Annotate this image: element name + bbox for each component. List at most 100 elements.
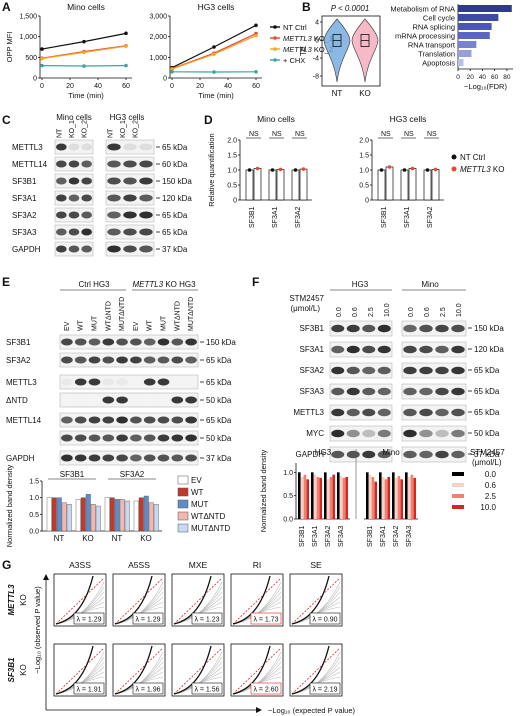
panel-f-legend-unit: (μmol/L) [472,458,502,467]
panel-e-chart-bar [133,500,139,532]
panel-a-data-point [40,56,44,61]
panel-c-protein-label: SF3A3 [12,228,37,237]
panel-a-y-tick-label: 1,500 [19,14,37,21]
panel-f-chart-y-tick-label: 1.0 [283,470,293,477]
panel-c-band [56,228,67,236]
panel-a-chart-title: Mino cells [67,2,105,12]
panel-d-y-label: Relative quantification [207,133,216,206]
panel-c-band [107,245,121,253]
panel-label-a: A [2,0,11,14]
panel-f-band [331,324,345,333]
panel-c-protein-label: METTL3 [12,143,43,152]
panel-f-chart-bar [332,474,335,519]
blot-strip [329,320,393,337]
panel-g-x-arrowhead [256,707,262,713]
panel-e-band [74,454,87,462]
panel-e-band [171,378,184,386]
panel-c-band [56,245,67,253]
panel-g-observed-curve [232,645,271,695]
panel-g-event-label: SE [310,560,322,570]
panel-e-chart-bar [124,500,130,532]
panel-f-band [331,387,345,396]
panel-e-chart-bar [95,505,101,532]
panel-f-band [346,366,360,375]
panel-e-band [130,454,142,462]
panel-d-legend-entry: NT Ctrl [460,153,485,162]
panel-c-cell-label: HG3 cells [110,113,145,122]
panel-d-ns-label: NS [404,131,414,138]
blot-strip [329,425,393,442]
panel-b-bar [458,50,472,57]
panel-f-chart-category-label: SF3A1 [380,525,387,547]
panel-c-protein-label: SF3A2 [12,211,37,220]
panel-f-band [403,450,417,459]
panel-e-band [157,356,170,364]
panel-e-chart-y-tick-label: 1.0 [29,495,39,502]
panel-f-chart-bar [394,477,398,519]
panel-e-band [171,454,184,462]
panel-e-band [61,378,73,386]
panel-f-band [362,387,376,396]
panel-e-chart-bar [75,499,81,532]
panel-f-chart-y-tick-label: 0.0 [283,517,293,524]
panel-f-band [403,387,417,396]
panel-a-legend-entry: + CHX [283,56,305,65]
panel-f-band [435,366,449,375]
panel-b-bar-x-tick-label: 60 [491,74,499,81]
panel-d-bar [268,169,277,201]
panel-c-band [139,160,153,168]
panel-e-band [61,454,73,462]
panel-a-legend-entry-gene: METTL3 [283,45,313,54]
panel-e-band [143,396,156,404]
panel-a-data-point [124,31,128,36]
panel-f-band [362,429,376,438]
panel-f-band [331,450,345,459]
panel-b-term-label: Apoptosis [422,59,455,68]
panel-f-band [346,324,360,333]
panel-g-observed-curve [114,575,153,625]
panel-f-band [435,429,449,438]
panel-e-band [185,356,197,364]
panel-f-chart-bar [342,477,346,519]
panel-g-observed-curve [232,575,271,625]
panel-d-bar [385,166,394,201]
panel-c-band [68,143,80,151]
panel-b-bar [458,5,512,12]
panel-b-group-label: KO [359,89,371,98]
panel-f-dose-label: 10.0 [384,303,391,317]
panel-c-band [123,245,137,253]
blot-strip [329,341,393,358]
panel-f-band [362,366,376,375]
panel-a-legend-point [273,58,277,62]
panel-f-chart-cell-label: Mino [382,448,400,457]
panel-c-protein-label: SF3A1 [12,194,37,203]
panel-e-band [185,454,197,462]
panel-f-band [403,366,417,375]
panel-d-bar [291,169,300,201]
panel-f-band [419,387,433,396]
panel-a-x-tick-label: 40 [94,83,102,90]
panel-e-band [130,434,142,442]
panel-d-category-label: SF3A2 [427,206,434,228]
panel-e-chart-bar [148,502,154,532]
panel-e-chart-category-label: NT [112,534,123,543]
panel-g-lambda-box [309,612,341,625]
panel-a-data-point [254,70,258,74]
panel-g-observed-curve [114,645,153,695]
panel-a-data-point [212,70,216,74]
panel-g-diagonal [55,577,105,625]
panel-d-dot [247,168,252,172]
panel-e-chart-bar [104,497,110,532]
panel-e-band [143,416,156,424]
panel-e-band [171,356,184,364]
panel-d-legend-entry-text: NT Ctrl [460,153,485,162]
panel-c-band [56,194,67,202]
panel-a-chart-title: HG3 cells [198,2,235,12]
panel-e-chart-category-label: KO [140,534,152,543]
panel-f-chart-bar [337,472,340,519]
panel-a-legend-entry-text: + CHX [283,56,305,65]
panel-f-kda-label: 150 kDa [474,324,504,333]
panel-f-cell-label: HG3 [352,280,369,289]
panel-f-kda-label: 65 kDa [474,366,500,375]
panel-e-chart-bar [66,504,72,532]
